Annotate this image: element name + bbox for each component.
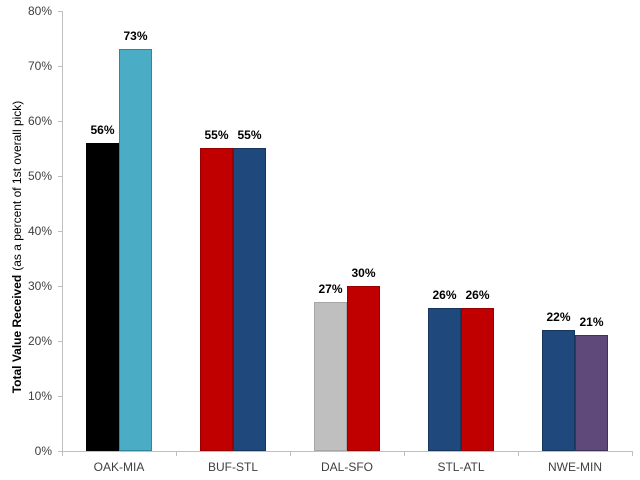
x-axis-tick [404,452,405,456]
bar-oak-mia-2 [119,49,152,451]
bar-nwe-min-2 [575,335,608,451]
bar-nwe-min-1 [542,330,575,451]
bar-buf-stl-2 [233,148,266,451]
bar-dal-sfo-2 [347,286,380,451]
x-axis-tick [62,452,63,456]
y-axis-tick [58,341,62,342]
y-tick-label: 50% [27,169,52,183]
y-axis-tick [58,11,62,12]
x-category-label: OAK-MIA [93,460,145,474]
y-axis-tick [58,396,62,397]
y-axis-tick [58,66,62,67]
data-label: 55% [237,128,262,142]
bar-buf-stl-1 [200,148,233,451]
data-label: 26% [465,288,490,302]
bar-stl-atl-2 [461,308,494,451]
x-category-label: BUF-STL [207,460,258,474]
y-axis-line [62,11,63,451]
y-axis-tick [58,176,62,177]
y-tick-label: 80% [27,4,52,18]
y-axis-tick [58,286,62,287]
data-label: 73% [123,29,148,43]
x-axis-tick [176,452,177,456]
y-axis-tick [58,451,62,452]
y-axis-tick [58,231,62,232]
data-label: 22% [546,310,571,324]
x-axis-tick [518,452,519,456]
y-axis-tick [58,121,62,122]
x-category-label: DAL-SFO [320,460,373,474]
data-label: 27% [318,282,343,296]
data-label: 30% [351,266,376,280]
x-category-label: NWE-MIN [548,460,602,474]
y-tick-label: 70% [27,59,52,73]
x-axis-tick [632,452,633,456]
x-category-label: STL-ATL [437,460,485,474]
data-label: 26% [432,288,457,302]
x-axis-tick [290,452,291,456]
y-tick-label: 20% [27,334,52,348]
data-label: 21% [579,315,604,329]
bar-oak-mia-1 [86,143,119,451]
y-tick-label: 0% [34,444,52,458]
data-label: 56% [90,123,115,137]
y-tick-label: 60% [27,114,52,128]
y-tick-label: 30% [27,279,52,293]
x-axis-line [62,451,633,452]
y-tick-label: 10% [27,389,52,403]
bar-dal-sfo-1 [314,302,347,451]
bar-stl-atl-1 [428,308,461,451]
data-label: 55% [204,128,229,142]
y-tick-label: 40% [27,224,52,238]
